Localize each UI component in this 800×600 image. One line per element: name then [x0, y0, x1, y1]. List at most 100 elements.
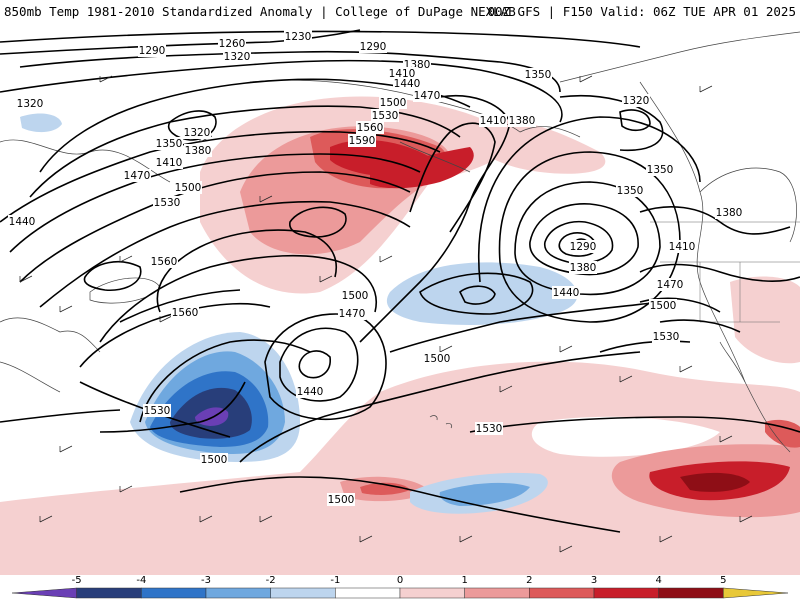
contour-label: 1560 [357, 122, 384, 134]
contour-label: 1500 [201, 454, 228, 466]
contour-label: 1350 [647, 164, 674, 176]
contour-line [0, 30, 641, 48]
contour-label: 1380 [716, 207, 743, 219]
contour-label: 1560 [172, 307, 199, 319]
contour-line [619, 109, 651, 132]
contour-label: 1440 [553, 287, 580, 299]
contour-label: 1350 [525, 69, 552, 81]
contour-line [529, 203, 639, 276]
contour-label: 1500 [650, 300, 677, 312]
colorbar-swatch [335, 587, 401, 599]
contour-label: 1410 [156, 157, 183, 169]
contour-label: 1500 [380, 97, 407, 109]
colorbar-swatch [270, 587, 336, 599]
contour-label: 1530 [154, 197, 181, 209]
contour-label: 1290 [570, 241, 597, 253]
contour-line [119, 289, 241, 323]
colorbar-swatch [593, 587, 659, 599]
colorbar-tick-label: -4 [136, 575, 147, 586]
map-canvas: 1230 1260 1290 1290 1320 1320 1320 1350 … [0, 29, 800, 575]
contour-label: 1470 [124, 170, 151, 182]
warm-anomaly-area [360, 482, 410, 495]
contour-label: 1440 [394, 78, 421, 90]
title-bar: 850mb Temp 1981-2010 Standardized Anomal… [0, 0, 800, 22]
contour-label: 1410 [669, 241, 696, 253]
colorbar-swatch [141, 587, 207, 599]
contour-line [298, 350, 331, 379]
contour-line [639, 263, 800, 282]
contour-label: 1380 [185, 145, 212, 157]
contour-line [179, 476, 621, 533]
contour-label: 1530 [653, 331, 680, 343]
colorbar-tick-label: -2 [265, 575, 276, 586]
contour-line [659, 319, 741, 333]
contour-line [0, 59, 563, 123]
warm-anomaly-area [730, 276, 800, 364]
contour-label: 1350 [617, 185, 644, 197]
contour-line [458, 285, 496, 305]
map-title: 850mb Temp 1981-2010 Standardized Anomal… [4, 4, 516, 19]
contour-line [139, 339, 311, 423]
contour-label: 1500 [175, 182, 202, 194]
contour-label: 1470 [339, 308, 366, 320]
colorbar-tick-label: -5 [71, 575, 82, 586]
contour-label: 1560 [151, 256, 178, 268]
contour-line [9, 153, 421, 253]
warm-anomaly-area [765, 419, 800, 448]
contour-label: 1500 [328, 494, 355, 506]
colorbar-swatch [658, 587, 724, 599]
contour-label: 1230 [285, 31, 312, 43]
contour-label: 1320 [224, 51, 251, 63]
warm-anomaly-area [460, 119, 606, 174]
contour-label: 1530 [372, 110, 399, 122]
contour-label: 1470 [414, 90, 441, 102]
colorbar-swatch [464, 587, 530, 599]
anomaly-shading [0, 96, 800, 575]
contour-label: 1470 [657, 279, 684, 291]
cold-anomaly-area [439, 482, 530, 506]
contour-line [39, 200, 411, 308]
colorbar-tick-label: 1 [461, 575, 468, 586]
colorbar-swatch [205, 587, 271, 599]
contour-label: 1320 [184, 127, 211, 139]
contour-line [0, 130, 441, 223]
colorbar-tick-label: 5 [720, 575, 727, 586]
colorbar-tick-label: -1 [330, 575, 341, 586]
contour-label: 1290 [360, 41, 387, 53]
contour-line [19, 50, 561, 93]
contour-line [478, 116, 701, 283]
colorbar-tick-label: 3 [590, 575, 598, 586]
contour-line [99, 381, 246, 433]
colorbar-tick-label: 4 [655, 575, 662, 586]
contour-line [0, 409, 121, 423]
cold-anomaly-area [20, 113, 62, 133]
contour-line [389, 301, 661, 353]
contour-line [19, 171, 411, 283]
contour-line [83, 261, 142, 292]
colorbar-tick-label: 2 [526, 575, 533, 586]
contour-line [156, 229, 337, 313]
contour-line [639, 297, 721, 313]
colorbar-swatch [529, 587, 595, 599]
cold-anomaly-area [386, 262, 578, 325]
warm-anomaly-area [531, 416, 720, 457]
contour-label: 1320 [623, 95, 650, 107]
contour-label: 1380 [509, 115, 536, 127]
contour-line [99, 254, 377, 343]
contour-line [264, 313, 387, 421]
contour-line [29, 105, 461, 198]
colorbar-swatch [11, 587, 77, 599]
contour-label: 1320 [17, 98, 44, 110]
contour-label: 1500 [424, 353, 451, 365]
colorbar-tick-label: -3 [201, 575, 211, 586]
warm-anomaly-area [370, 147, 474, 189]
contour-label: 1500 [342, 290, 369, 302]
contour-line [469, 416, 800, 433]
map-panel: 1230 1260 1290 1290 1320 1320 1320 1350 … [0, 22, 800, 575]
contour-label: 1410 [480, 115, 507, 127]
colorbar-swatch [399, 587, 465, 599]
contour-label: 1290 [139, 45, 166, 57]
contour-line [239, 351, 641, 463]
contour-label: 1350 [156, 138, 183, 150]
